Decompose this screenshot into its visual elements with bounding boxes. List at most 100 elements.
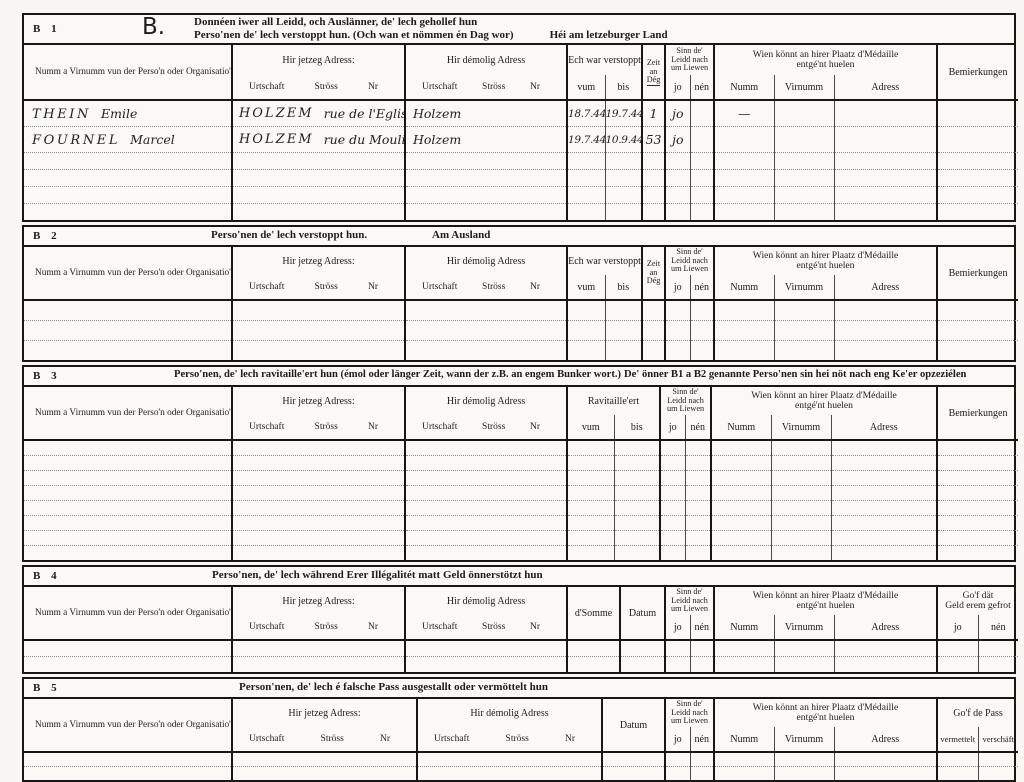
medal-line-2: entgé'nt huelen: [796, 260, 855, 271]
empty-cell: [24, 455, 232, 471]
empty-cell: [601, 752, 665, 767]
empty-cell: [664, 340, 691, 360]
empty-cell: [936, 485, 1019, 501]
table-row: [24, 640, 1018, 657]
table-row: [24, 656, 1018, 672]
empty-cell: [24, 204, 232, 221]
sub-stross: Ströss: [314, 81, 338, 92]
sub-stross: Ströss: [482, 81, 506, 92]
sub-stross: Ströss: [314, 621, 338, 632]
empty-cell: [936, 500, 1019, 516]
section-label: B 2: [33, 230, 61, 242]
empty-cell: [689, 640, 714, 657]
empty-cell: [404, 300, 567, 321]
address-sublabels: Urtschaft Ströss Nr: [404, 415, 567, 441]
section-b3: B 3 Perso'nen, de' lech ravitaille'ert h…: [22, 365, 1019, 562]
empty-cell: [773, 203, 835, 220]
empty-cell: [659, 515, 686, 531]
empty-cell: [566, 455, 614, 471]
days-line-3: Dég: [646, 75, 661, 87]
person-given: Marcel: [130, 131, 175, 147]
empty-cell: [713, 766, 774, 780]
cell-medal-virnumm: [773, 126, 835, 153]
empty-cell: [613, 455, 661, 471]
medal-line-1: Wien könnt an hirer Plaatz d'Médaille: [751, 389, 897, 401]
col-header-date: Datum: [619, 587, 665, 641]
table-row: [24, 752, 1019, 767]
empty-cell: [24, 300, 232, 321]
days-line-2: an: [649, 267, 658, 277]
empty-cell: [404, 152, 567, 170]
col-header-pass: Go'f de Pass: [935, 699, 1019, 727]
col-header-current-address: Hir jetzeg Adress:: [231, 247, 405, 275]
days-line-1: Zeit: [646, 259, 661, 269]
sub-stross: Ströss: [482, 621, 506, 632]
empty-cell: [404, 656, 567, 672]
empty-cell: [689, 169, 715, 187]
col-header-current-address: Hir jetzeg Adress:: [231, 587, 405, 615]
empty-cell: [684, 515, 712, 531]
empty-cell: [773, 186, 835, 204]
table-b5: Numm a Virnumm vun der Perso'n oder Orga…: [24, 699, 1019, 780]
empty-cell: [231, 169, 405, 187]
empty-cell: [404, 455, 567, 471]
empty-cell: [664, 752, 690, 767]
empty-cell: [604, 186, 643, 204]
empty-cell: [936, 545, 1019, 560]
empty-cell: [404, 340, 567, 360]
col-header-former-address: Hir démolig Adress: [404, 45, 567, 75]
empty-cell: [613, 440, 661, 456]
empty-cell: [833, 169, 938, 187]
empty-cell: [773, 152, 835, 170]
empty-cell: [689, 203, 715, 220]
empty-cell: [566, 300, 605, 321]
empty-cell: [936, 300, 1019, 321]
money-line-1: Go'f dät: [962, 589, 994, 601]
title-line-1: Donnéen iwer all Leidd, och Auslänner, d…: [194, 16, 478, 28]
person-surname: THEIN: [32, 106, 92, 122]
alive-line-1: Sinn de': [676, 699, 703, 709]
table-row: [24, 300, 1019, 321]
empty-cell: [404, 440, 567, 456]
empty-cell: [566, 186, 605, 204]
empty-cell: [604, 203, 643, 220]
empty-cell: [231, 530, 405, 546]
alive-line-2: Leidd nach: [667, 395, 704, 405]
col-header-medal: Wien könnt an hirer Plaatz d'Médaille en…: [713, 699, 937, 727]
sub-nen: nén: [684, 415, 712, 441]
empty-cell: [231, 455, 405, 471]
empty-cell: [404, 203, 567, 220]
hw-date-from: 18.7.44.: [568, 107, 605, 120]
empty-cell: [833, 300, 938, 321]
col-header-days: Zeit an Dég: [641, 45, 666, 101]
hw-date-to: 10.9.44.: [605, 133, 642, 146]
empty-cell: [770, 440, 832, 456]
section-b1-header: B 1 B. Donnéen iwer all Leidd, och Auslä…: [24, 15, 1014, 45]
section-title-2: De' önner B1 a B2 genannte Perso'nen sin…: [624, 369, 967, 380]
col-header-remarks: Bemierkungen: [936, 247, 1019, 301]
col-header-name: Numm a Virnumm vun der Perso'n oder Orga…: [24, 387, 232, 441]
cell-name: FOURNEL Marcel: [24, 126, 232, 153]
cell-days: 1: [641, 100, 666, 127]
section-title: Perso'nen, de' lech ravitaille'ert hun (…: [174, 369, 622, 380]
empty-cell: [830, 500, 938, 516]
sub-nen: nén: [689, 75, 715, 101]
col-header-current-address: Hir jetzeg Adress:: [231, 699, 417, 727]
empty-cell: [684, 530, 712, 546]
col-header-remarks: Bemierkungen: [936, 45, 1019, 101]
sub-bis: bis: [604, 275, 643, 301]
empty-cell: [231, 152, 405, 170]
empty-cell: [566, 440, 614, 456]
cell-vum: 19.7.44.: [566, 126, 605, 153]
cell-nen: [689, 126, 715, 153]
alive-line-1: Sinn de': [676, 587, 703, 597]
empty-cell: [24, 500, 232, 516]
alive-line-3: um Liewen: [670, 63, 709, 73]
empty-cell: [404, 640, 567, 657]
empty-cell: [710, 515, 772, 531]
days-line-1: Zeit: [646, 58, 661, 68]
empty-cell: [833, 656, 937, 672]
sub-vermettelt: vermettelt: [936, 727, 978, 753]
empty-cell: [684, 485, 712, 501]
empty-cell: [641, 169, 666, 187]
